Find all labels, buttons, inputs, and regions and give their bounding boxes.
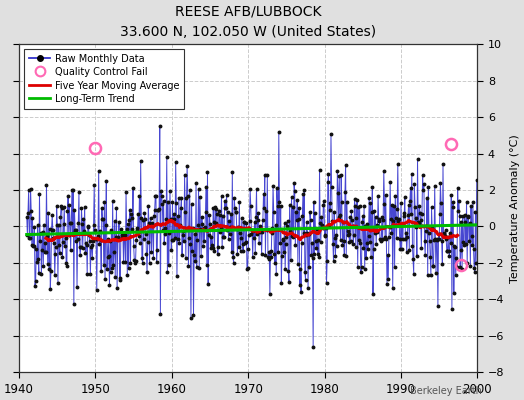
Legend: Raw Monthly Data, Quality Control Fail, Five Year Moving Average, Long-Term Tren: Raw Monthly Data, Quality Control Fail, … (24, 49, 184, 109)
Y-axis label: Temperature Anomaly (°C): Temperature Anomaly (°C) (510, 134, 520, 283)
Text: Berkeley Earth: Berkeley Earth (410, 386, 482, 396)
Title: REESE AFB/LUBBOCK
33.600 N, 102.050 W (United States): REESE AFB/LUBBOCK 33.600 N, 102.050 W (U… (120, 4, 376, 39)
